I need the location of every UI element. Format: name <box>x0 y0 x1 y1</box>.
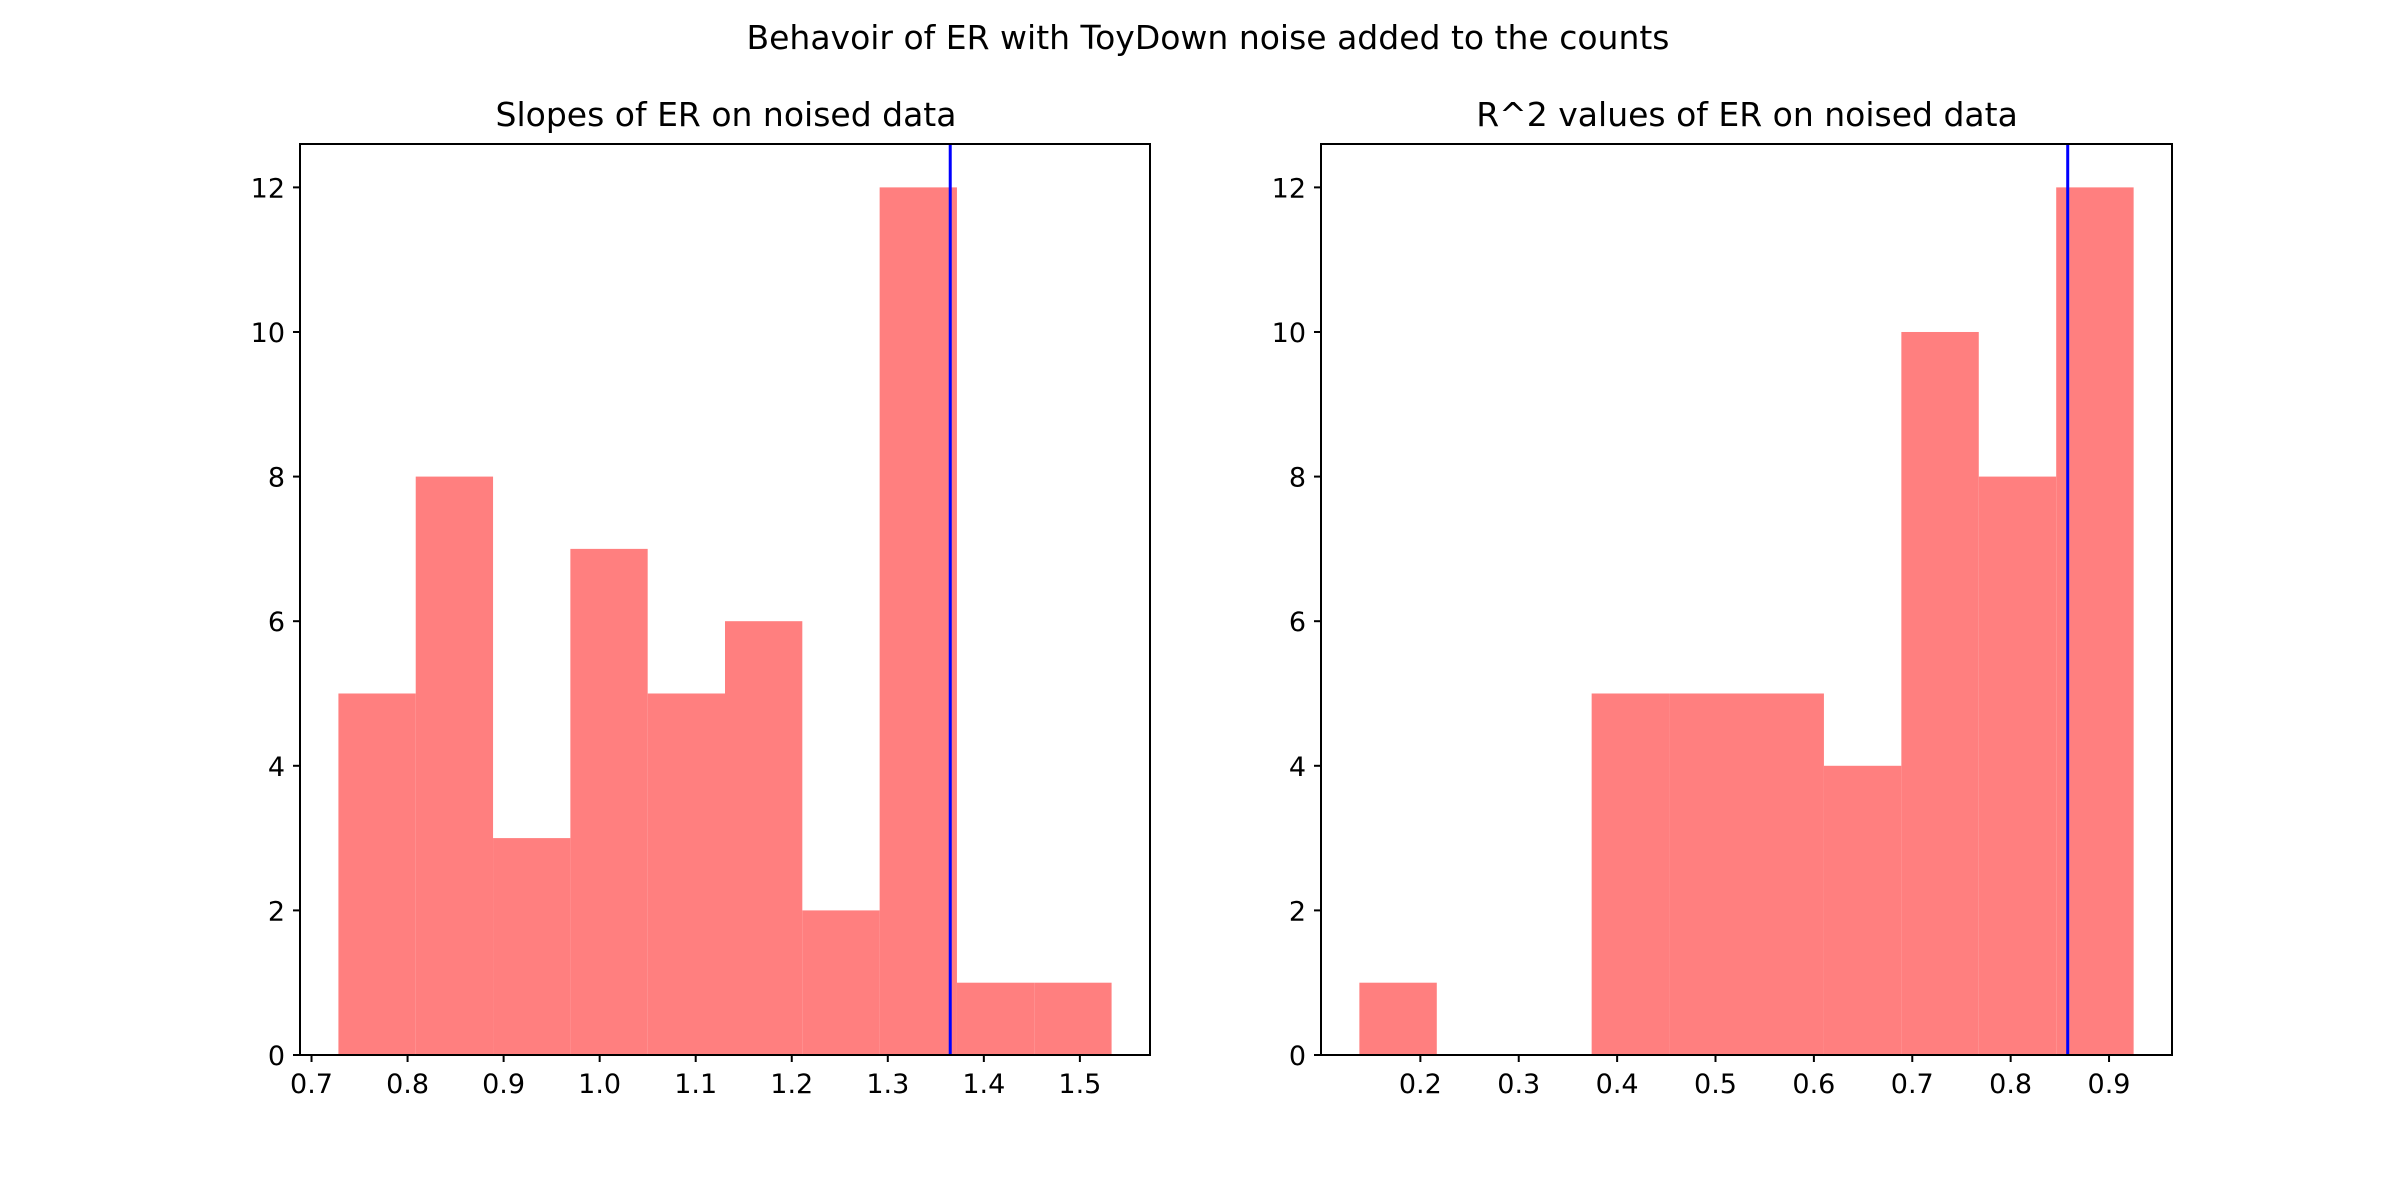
x-tick-label: 1.1 <box>674 1069 717 1100</box>
histogram-bar <box>1746 693 1824 1055</box>
x-tick-label: 1.0 <box>578 1069 621 1100</box>
x-tick-label: 1.5 <box>1058 1069 1101 1100</box>
panel-title-slopes: Slopes of ER on noised data <box>496 95 957 134</box>
y-tick-label: 2 <box>268 896 285 927</box>
x-tick-label: 1.3 <box>866 1069 909 1100</box>
x-tick-label: 0.4 <box>1596 1069 1639 1100</box>
axes-frame-slopes <box>299 143 1151 1056</box>
axes-frame-r2 <box>1320 143 2173 1056</box>
histogram-bar <box>570 548 648 1055</box>
y-tick-label: 8 <box>268 463 285 494</box>
panel-r2: R^2 values of ER on noised data 0.2 0.3 0.… <box>1272 95 2173 1100</box>
y-tick-label: 0 <box>268 1041 285 1072</box>
y-tick-label: 12 <box>1272 173 1306 204</box>
figure-suptitle: Behavoir of ER with ToyDown noise added … <box>746 18 1669 57</box>
x-tick-label: 0.9 <box>482 1069 525 1100</box>
histogram-bar <box>647 693 725 1055</box>
bars-slopes <box>338 187 1112 1056</box>
y-tick-label: 10 <box>1272 318 1306 349</box>
y-tick-label: 6 <box>268 607 285 638</box>
x-tick-label: 0.8 <box>386 1069 429 1100</box>
panel-title-r2: R^2 values of ER on noised data <box>1476 95 2018 134</box>
histogram-bar <box>415 476 494 1056</box>
histogram-bar <box>1901 331 1979 1055</box>
x-tick-label: 0.3 <box>1497 1069 1540 1100</box>
y-tick-label: 12 <box>251 173 285 204</box>
y-axis-slopes: 0 2 4 6 8 10 12 <box>251 173 300 1072</box>
x-tick-label: 0.8 <box>1989 1069 2032 1100</box>
histogram-bar <box>725 621 803 1055</box>
axes-frame <box>1320 143 2173 1056</box>
histogram-bar <box>1978 476 2057 1056</box>
histogram-bar <box>1034 982 1112 1055</box>
histogram-bar <box>1669 693 1747 1055</box>
y-tick-label: 8 <box>1289 463 1306 494</box>
histogram-bar <box>1823 765 1902 1055</box>
histogram-bar <box>493 838 571 1055</box>
y-tick-label: 4 <box>268 752 285 783</box>
x-tick-label: 0.7 <box>290 1069 333 1100</box>
bars-r2 <box>1359 187 2134 1056</box>
y-tick-label: 2 <box>1289 896 1306 927</box>
x-tick-label: 0.7 <box>1891 1069 1934 1100</box>
axes-frame <box>299 143 1151 1056</box>
panel-slopes: Slopes of ER on noised data 0.7 0.8 0.9 1.0… <box>251 95 1151 1100</box>
x-tick-label: 0.5 <box>1694 1069 1737 1100</box>
histogram-bar <box>802 910 880 1055</box>
histogram-bar <box>338 693 416 1055</box>
x-tick-label: 0.2 <box>1399 1069 1442 1100</box>
x-axis-r2: 0.2 0.3 0.4 0.5 0.6 0.7 0.8 0.9 <box>1399 1055 2131 1100</box>
x-tick-label: 1.2 <box>770 1069 813 1100</box>
x-tick-label: 0.6 <box>1792 1069 1835 1100</box>
x-axis-slopes: 0.7 0.8 0.9 1.0 1.1 1.2 1.3 1.4 1.5 <box>290 1055 1101 1100</box>
y-axis-r2: 0 2 4 6 8 10 12 <box>1272 173 1321 1072</box>
y-tick-label: 4 <box>1289 752 1306 783</box>
histogram-bar <box>1591 693 1670 1055</box>
histogram-bar <box>1359 982 1437 1055</box>
y-tick-label: 10 <box>251 318 285 349</box>
histogram-bar <box>956 982 1035 1055</box>
y-tick-label: 0 <box>1289 1041 1306 1072</box>
x-tick-label: 1.4 <box>962 1069 1005 1100</box>
histogram-bar <box>879 187 957 1055</box>
y-tick-label: 6 <box>1289 607 1306 638</box>
x-tick-label: 0.9 <box>2088 1069 2131 1100</box>
